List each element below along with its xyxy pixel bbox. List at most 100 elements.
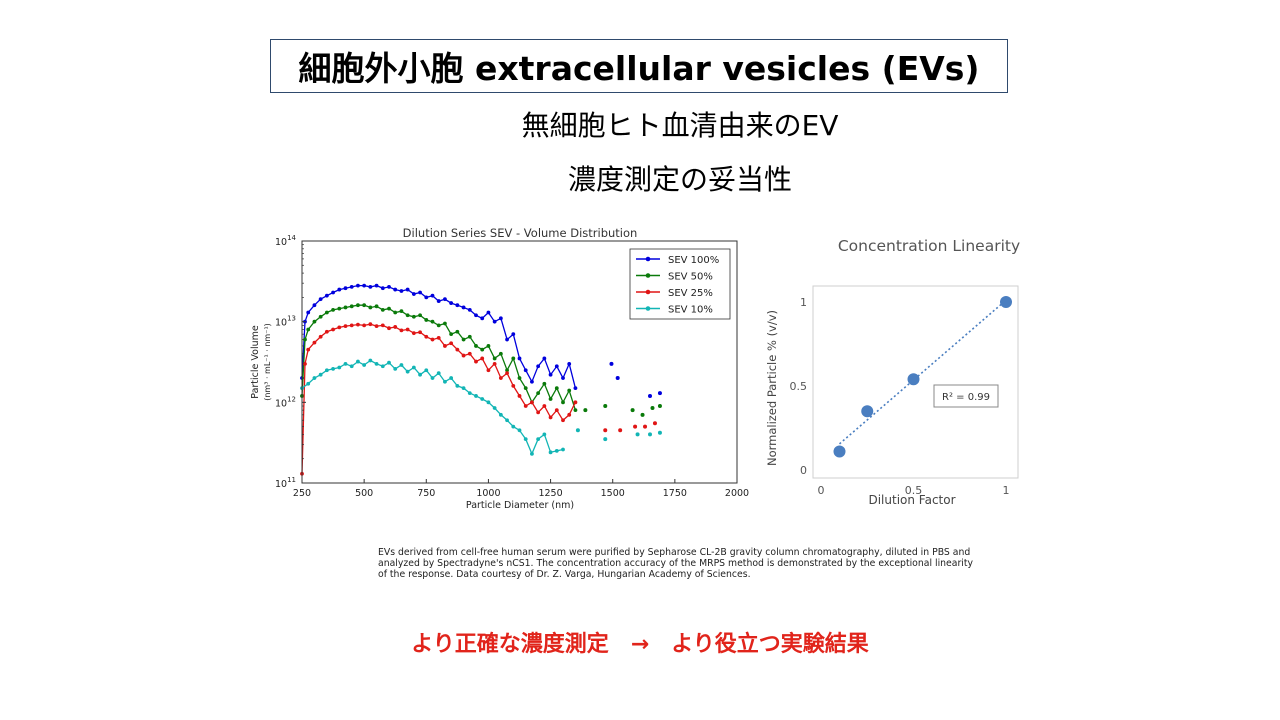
y-tick-label: 0	[800, 464, 807, 477]
data-point	[356, 283, 360, 288]
y-tick-label: 1	[800, 296, 807, 309]
data-point	[492, 319, 497, 324]
data-point	[455, 383, 460, 388]
x-tick-label: 250	[293, 488, 311, 499]
data-point	[449, 341, 454, 346]
data-point	[652, 421, 657, 426]
data-point	[362, 303, 367, 308]
data-point	[650, 406, 655, 411]
data-point	[603, 404, 608, 409]
data-point	[356, 359, 360, 364]
data-point	[486, 310, 491, 315]
data-point	[575, 428, 580, 433]
data-point	[393, 287, 398, 292]
data-point	[349, 284, 354, 289]
data-point	[399, 289, 404, 293]
data-point	[505, 371, 509, 376]
data-point	[530, 451, 534, 456]
data-point	[405, 287, 410, 292]
data-point	[573, 408, 578, 413]
data-point	[380, 323, 385, 328]
data-point	[461, 386, 466, 391]
y-tick-label: 0.5	[790, 380, 808, 393]
data-point	[380, 307, 385, 312]
data-point	[615, 376, 620, 381]
data-point	[536, 410, 541, 415]
series-line	[301, 304, 577, 411]
x-axis-label: Dilution Factor	[868, 493, 955, 507]
data-point	[480, 397, 485, 401]
plot-frame	[301, 240, 738, 484]
subtitle-line-2: 濃度測定の妥当性	[567, 163, 792, 196]
data-point	[405, 327, 410, 332]
x-tick-label: 0.5	[905, 484, 923, 497]
data-point	[430, 293, 435, 298]
data-point	[467, 351, 472, 356]
data-point	[536, 391, 541, 396]
data-point	[567, 361, 572, 366]
data-point	[374, 283, 379, 288]
data-point	[349, 364, 354, 369]
plot-area	[812, 285, 1019, 479]
data-point	[486, 368, 491, 373]
data-point	[455, 347, 460, 352]
data-point	[362, 283, 367, 288]
data-point	[411, 331, 416, 336]
data-point	[393, 325, 398, 329]
data-point	[530, 400, 534, 405]
data-point	[368, 284, 373, 289]
data-point	[349, 323, 354, 328]
data-point	[461, 353, 466, 358]
data-point	[418, 330, 422, 335]
data-point	[374, 324, 379, 329]
data-point	[554, 448, 559, 453]
data-point	[523, 386, 528, 391]
data-point	[374, 361, 379, 366]
data-point	[418, 372, 422, 377]
data-point	[449, 332, 454, 337]
data-point	[511, 332, 516, 337]
data-point	[331, 290, 335, 295]
data-point	[405, 369, 410, 374]
data-point	[436, 323, 441, 328]
data-point	[523, 368, 528, 373]
y-tick-label: 1013	[275, 315, 296, 329]
data-point	[337, 287, 342, 292]
legend: SEV 100% SEV 50% SEV 25% SEV 10%	[629, 248, 731, 320]
data-point	[498, 351, 503, 356]
data-point	[517, 428, 522, 433]
data-point	[387, 326, 391, 331]
data-point	[318, 372, 323, 377]
data-point	[349, 304, 354, 309]
data-point	[517, 394, 522, 398]
data-point	[455, 329, 460, 334]
data-point	[430, 376, 435, 380]
data-point	[517, 376, 522, 380]
x-tick-label: 1250	[538, 488, 562, 499]
volume-distribution-chart: Dilution Series SEV - Volume Distributio…	[250, 226, 749, 511]
data-point	[633, 424, 638, 429]
data-point	[640, 412, 645, 417]
data-point	[498, 376, 503, 380]
data-point	[331, 366, 335, 371]
data-point	[548, 415, 553, 420]
data-point	[324, 329, 329, 334]
data-point	[573, 386, 578, 391]
data-point	[424, 368, 429, 373]
data-point	[603, 437, 608, 442]
data-point	[461, 337, 466, 342]
data-point	[657, 404, 662, 409]
legend-label: SEV 100%	[668, 255, 719, 266]
data-point	[474, 313, 478, 318]
data-point	[554, 386, 559, 391]
x-tick-label: 1500	[601, 488, 625, 499]
data-point	[548, 372, 553, 377]
data-point	[567, 388, 572, 393]
data-point	[523, 404, 528, 408]
data-point	[436, 299, 441, 303]
data-point	[480, 316, 485, 321]
y-axis-units: (nm³ · mL⁻¹ · nm⁻¹)	[263, 323, 272, 401]
x-tick-label: 1000	[476, 488, 500, 499]
data-point	[343, 305, 348, 310]
data-point	[542, 356, 547, 361]
